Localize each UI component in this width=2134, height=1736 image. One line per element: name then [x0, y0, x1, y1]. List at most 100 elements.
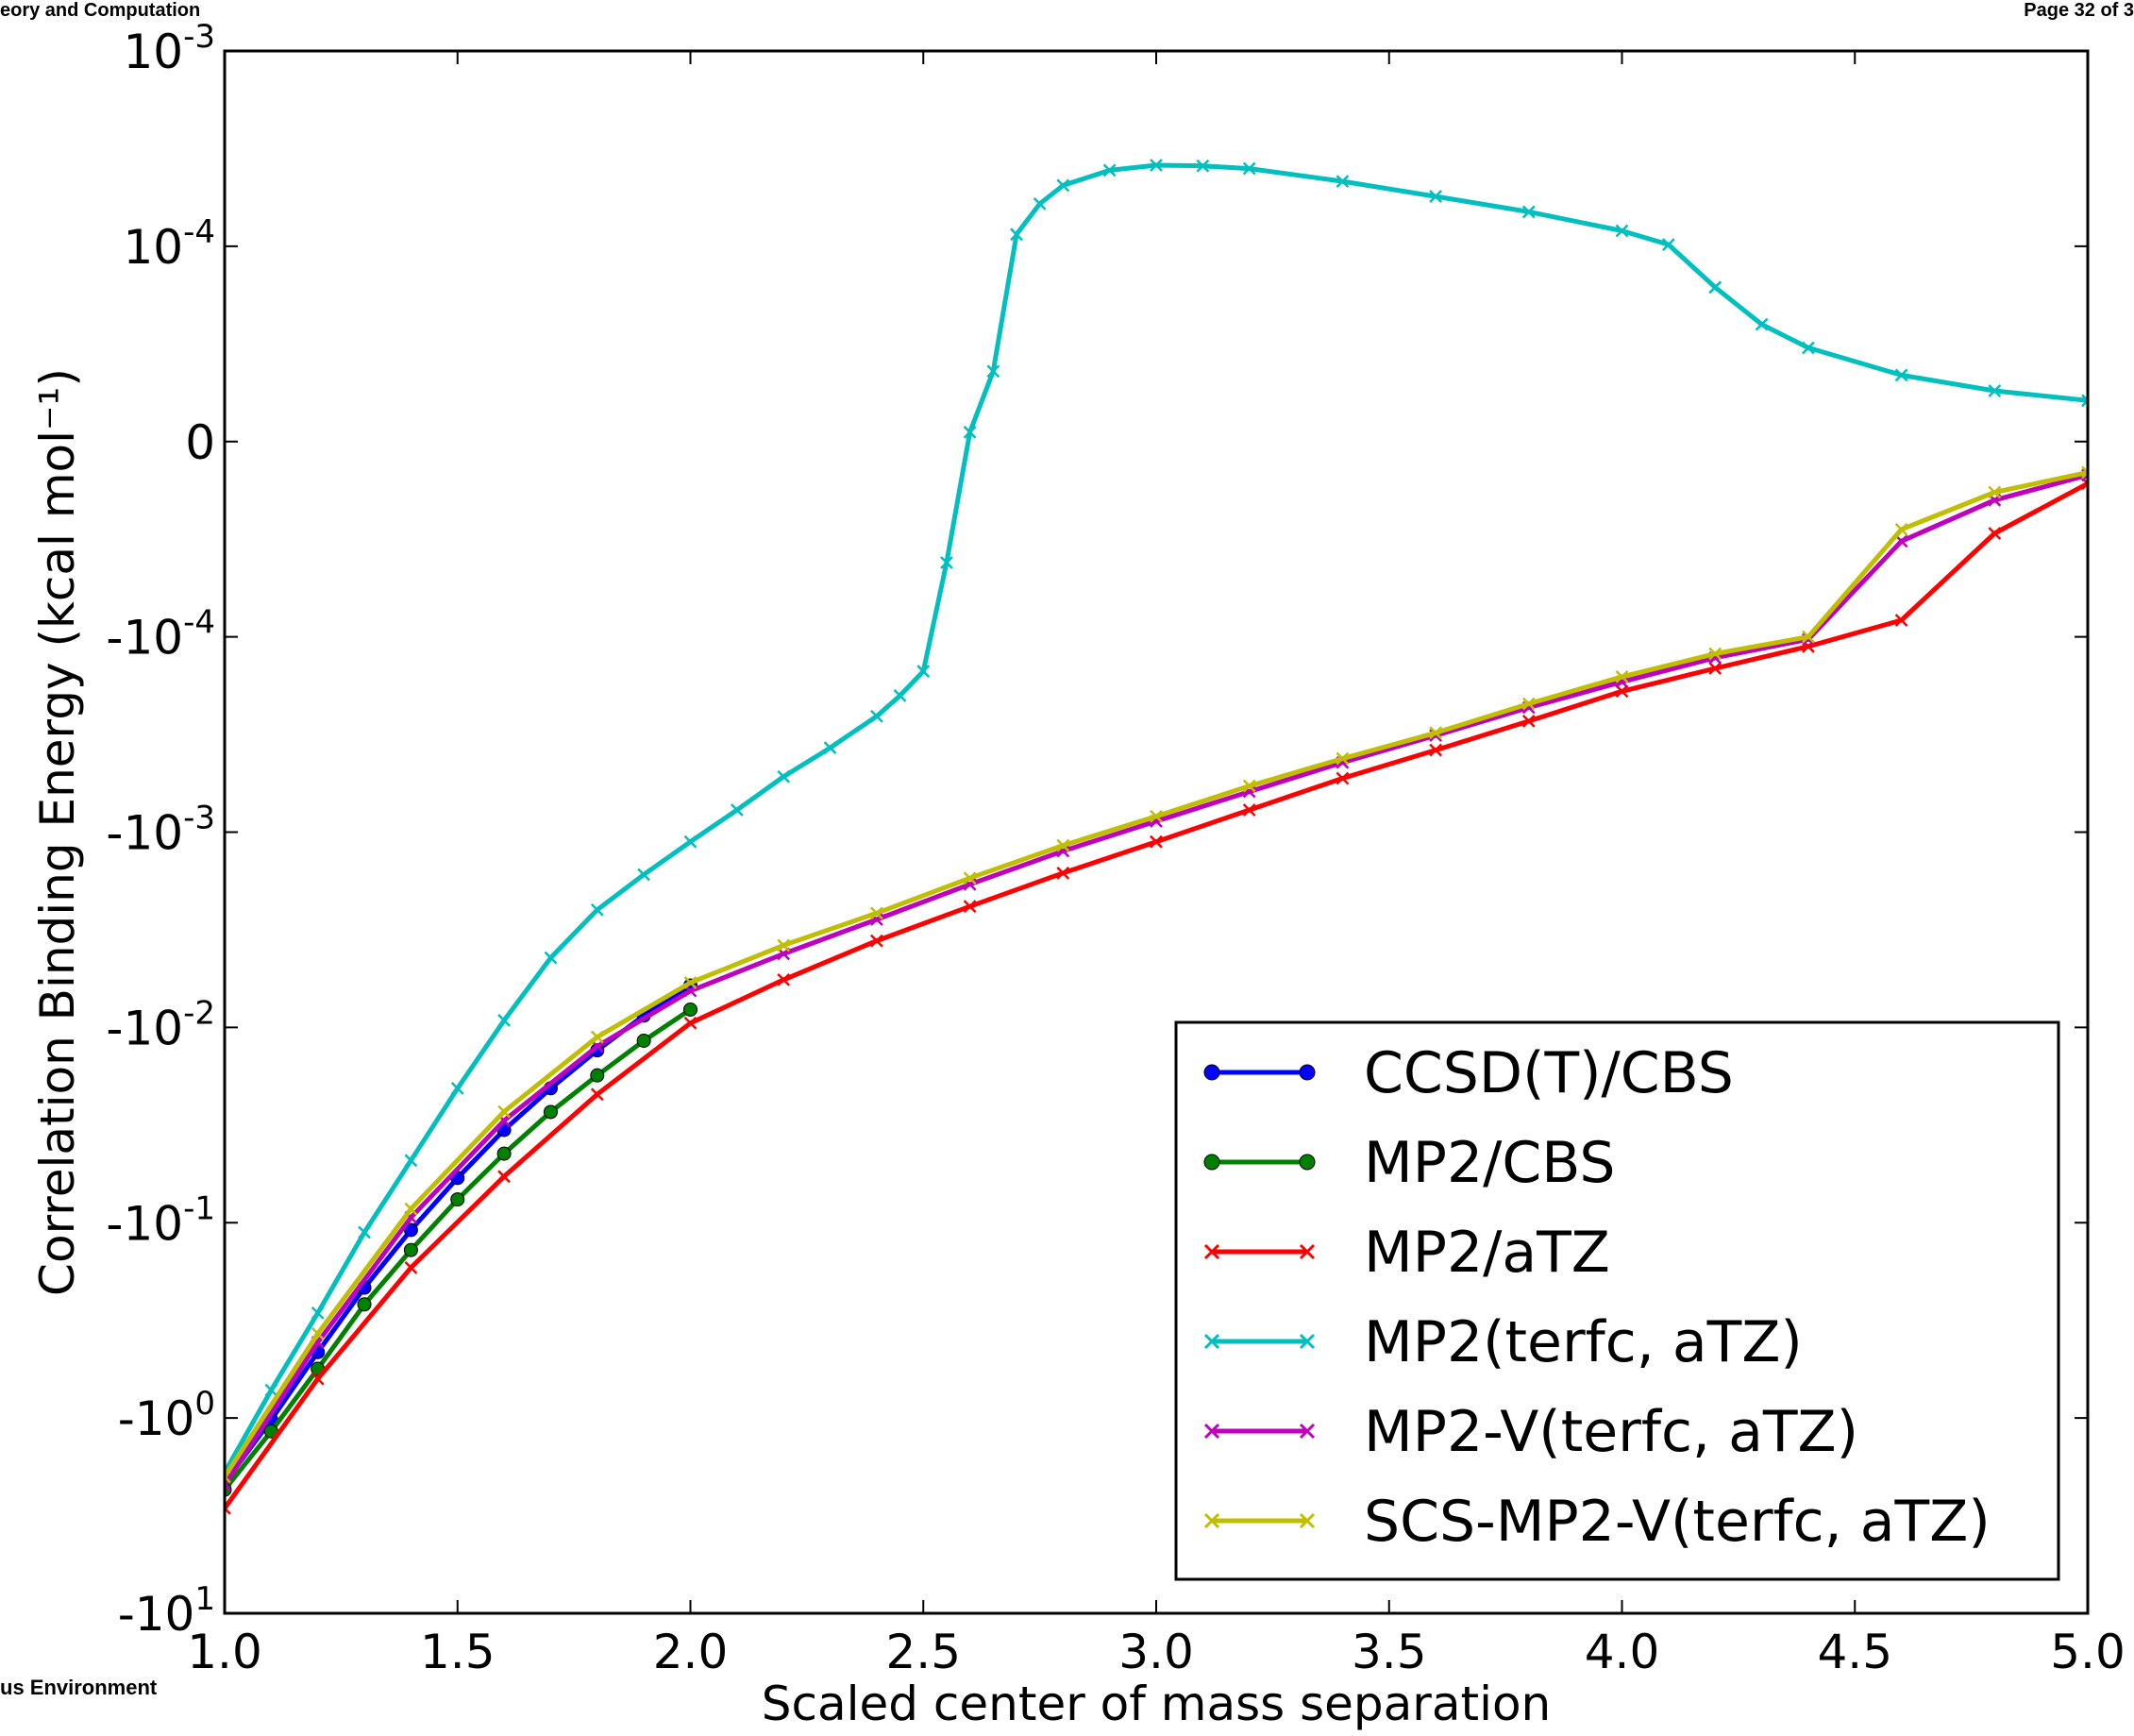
x-tick-label: 2.0	[653, 1625, 729, 1679]
legend-item: MP2-V(terfc, aTZ)	[1203, 1399, 1858, 1465]
data-point	[683, 976, 697, 989]
x-tick-label: 4.0	[1585, 1625, 1660, 1679]
series-layer	[225, 159, 2088, 1515]
data-point	[1802, 630, 1815, 644]
data-point	[1894, 368, 1908, 382]
data-point	[870, 934, 883, 948]
data-point	[683, 834, 697, 849]
data-point	[1521, 205, 1536, 219]
data-point	[590, 1030, 604, 1044]
data-point	[1242, 779, 1256, 793]
data-point	[777, 972, 791, 986]
data-point	[497, 1104, 511, 1119]
data-point	[1708, 662, 1722, 675]
data-point	[1429, 743, 1442, 757]
data-point	[1755, 317, 1769, 331]
legend-marker	[1299, 1154, 1316, 1171]
legend-label: SCS-MP2-V(terfc, aTZ)	[1364, 1489, 1991, 1555]
data-point	[497, 1013, 511, 1027]
legend-box	[1174, 1020, 2060, 1581]
series-line	[225, 1007, 692, 1492]
data-point	[777, 769, 791, 784]
legend-item: MP2/CBS	[1203, 1130, 1615, 1196]
y-tick-label: -100	[118, 1385, 215, 1446]
data-point	[1429, 190, 1442, 203]
data-point	[683, 1002, 697, 1017]
legend-item: MP2/aTZ	[1203, 1220, 1610, 1286]
ticks-layer: 1.0 1.5 2.0 2.5 3.0 3.5 4.0 4.5 5.0 10-3 10-4 0 -10-…	[106, 18, 2125, 1679]
legend-marker	[1203, 1512, 1220, 1529]
x-tick-label: 5.0	[2050, 1625, 2126, 1679]
data-point	[1988, 527, 2002, 540]
legend-label: MP2(terfc, aTZ)	[1364, 1309, 1803, 1375]
legend-marker	[1299, 1064, 1316, 1081]
y-axis-title: Correlation Binding Energy (kcal mol⁻¹)	[30, 368, 85, 1296]
legend-item: CCSD(T)/CBS	[1203, 1040, 1734, 1106]
x-tick-label: 1.5	[420, 1625, 496, 1679]
page-footer-left: us Environment	[0, 1676, 158, 1699]
y-tick-label: -10-3	[106, 800, 215, 861]
data-point	[1894, 614, 1908, 627]
data-point	[1708, 280, 1722, 295]
data-point	[1242, 161, 1256, 176]
y-tick-label: -101	[118, 1580, 215, 1642]
series-3	[225, 159, 2088, 1479]
data-point	[450, 1081, 464, 1095]
data-point	[1521, 714, 1536, 728]
data-point	[1336, 175, 1350, 188]
data-point	[404, 1202, 418, 1216]
data-point	[963, 425, 977, 439]
x-tick-label: 3.0	[1118, 1625, 1194, 1679]
series-line	[225, 162, 2088, 1475]
data-point	[358, 1225, 371, 1239]
x-tick-label: 1.0	[187, 1625, 262, 1679]
data-point	[1894, 522, 1908, 536]
legend: CCSD(T)/CBS MP2/CBS MP2/aTZ MP2(terfc, aTZ)…	[1174, 1020, 2060, 1581]
data-point	[1802, 341, 1815, 355]
data-point	[1242, 803, 1256, 817]
data-point	[940, 556, 953, 569]
legend-marker	[1203, 1423, 1220, 1440]
legend-marker	[1299, 1243, 1316, 1260]
data-point	[1336, 751, 1350, 766]
data-point	[1615, 224, 1629, 238]
x-tick-label: 2.5	[885, 1625, 961, 1679]
data-point	[637, 868, 651, 882]
data-point	[496, 1146, 512, 1161]
data-point	[1521, 697, 1536, 711]
data-point	[264, 1383, 278, 1397]
data-point	[1615, 684, 1629, 699]
data-point	[225, 1470, 231, 1484]
y-tick-label: -10-2	[106, 994, 215, 1055]
page-header-right: Page 32 of 3	[2024, 0, 2134, 21]
legend-marker	[1203, 1243, 1220, 1260]
y-tick-label: 10-3	[123, 18, 215, 79]
data-point	[1894, 534, 1908, 548]
data-point	[777, 938, 791, 952]
data-point	[1988, 485, 2002, 499]
data-point	[543, 1104, 558, 1120]
legend-marker	[1203, 1333, 1220, 1350]
x-axis-title: Scaled center of mass separation	[762, 1677, 1552, 1731]
data-point	[1010, 228, 1023, 242]
data-point	[225, 1501, 231, 1515]
data-point	[870, 906, 883, 920]
data-point	[1708, 647, 1722, 661]
y-tick-label: 10-4	[123, 213, 215, 275]
data-point	[497, 1170, 511, 1184]
data-point	[450, 1192, 465, 1207]
x-tick-label: 4.5	[1817, 1625, 1892, 1679]
y-tick-label: -10-1	[106, 1189, 215, 1251]
y-tick-label: -10-4	[106, 604, 215, 666]
data-point	[1056, 178, 1070, 193]
data-point	[590, 902, 604, 917]
x-tick-label: 3.5	[1352, 1625, 1427, 1679]
data-point	[403, 1242, 418, 1257]
data-point	[544, 951, 558, 965]
data-point	[916, 665, 931, 678]
data-point	[404, 1154, 418, 1168]
legend-item: MP2(terfc, aTZ)	[1203, 1309, 1803, 1375]
data-point	[1150, 834, 1163, 849]
series-1	[225, 1002, 697, 1497]
